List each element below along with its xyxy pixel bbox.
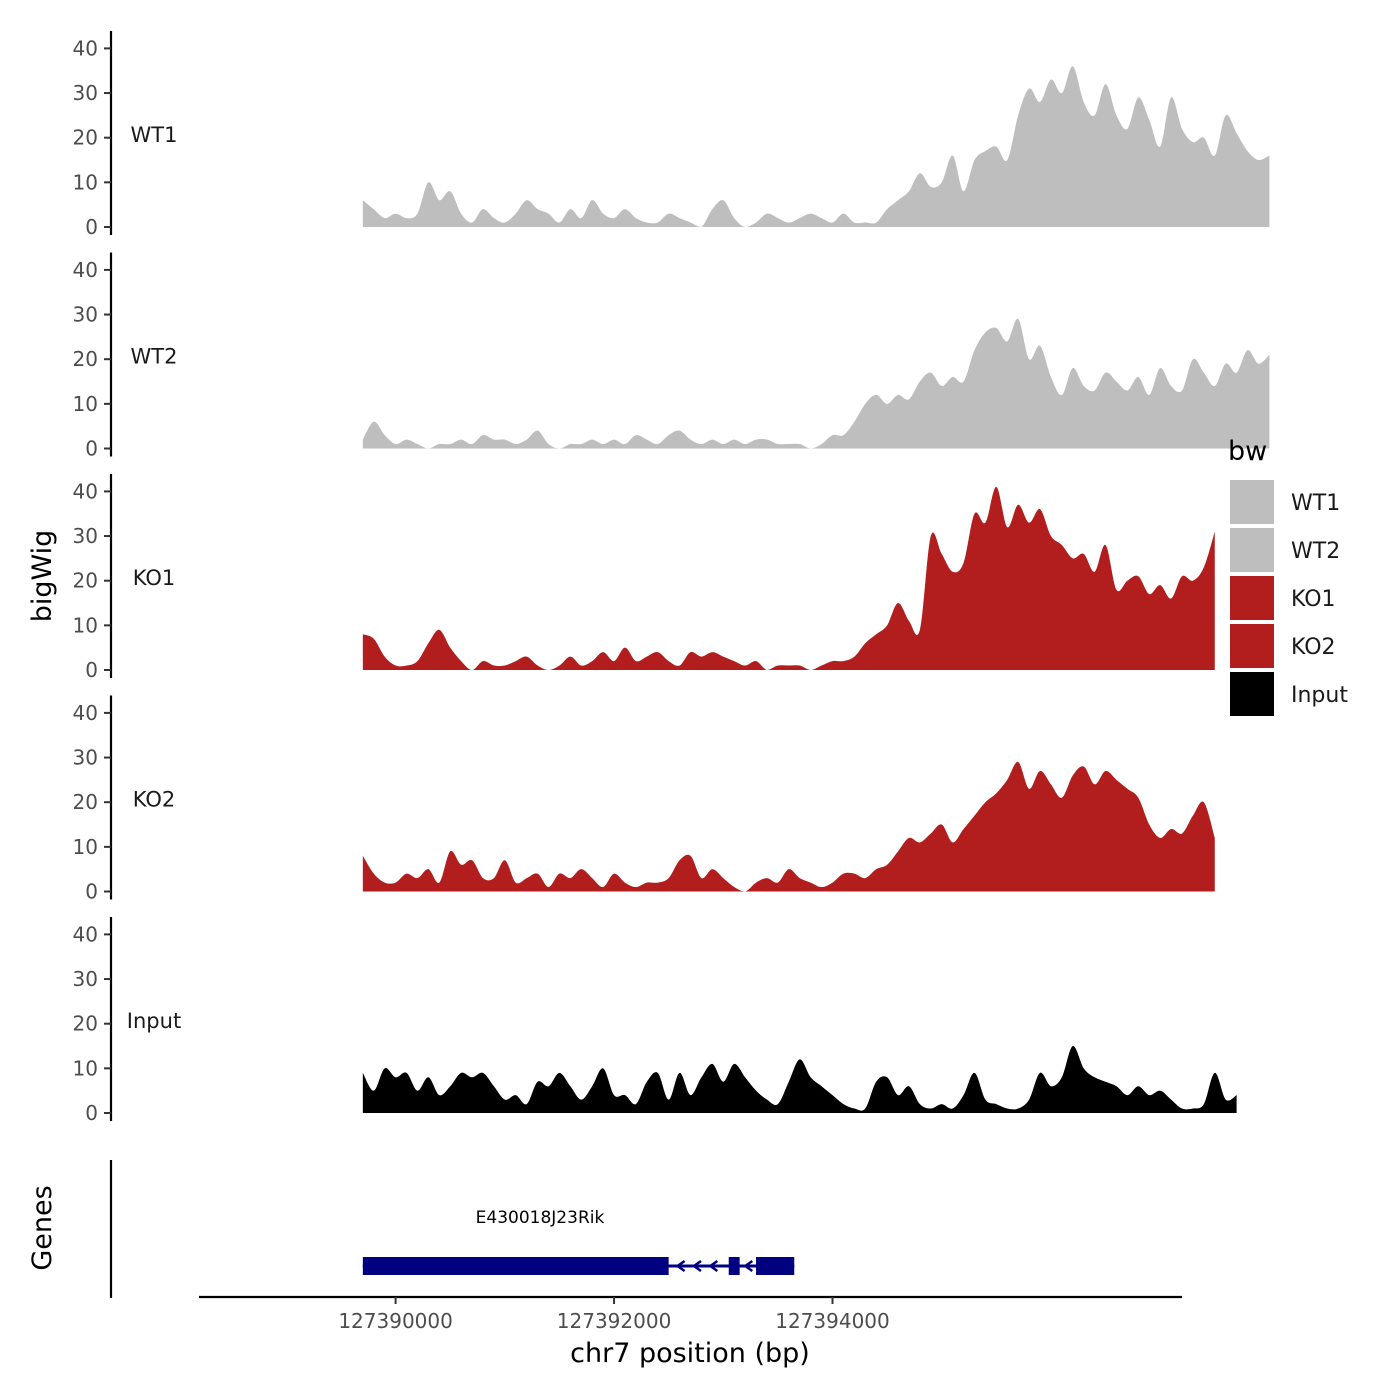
legend-title: bw [1228,436,1267,467]
x-axis-title: chr7 position (bp) [570,1338,810,1369]
track-label: WT2 [131,345,178,369]
y-tick-label: 0 [85,215,98,239]
track-ko2: 0 10 20 30 40 KO2 [73,695,1215,904]
y-tick-label: 10 [73,613,98,637]
y-tick-label: 20 [73,790,98,814]
legend-label: WT1 [1291,491,1340,516]
legend-key-wt2 [1230,528,1274,572]
track-input: 0 10 20 30 40 Input [73,917,1237,1125]
track-label: KO1 [133,566,176,590]
x-tick-label: 127394000 [775,1309,890,1333]
y-tick-label: 30 [73,524,98,548]
gene-name-label: E430018J23Rik [476,1208,605,1228]
legend-key-input [1230,672,1274,716]
gene-exon [728,1257,740,1275]
track-ko1: 0 10 20 30 40 KO1 [73,474,1215,682]
y-tick-label: 30 [73,303,98,327]
strand-arrow [691,1259,702,1273]
track-label: KO2 [133,788,176,812]
y-tick-label: 40 [73,479,98,503]
y-tick-label: 40 [73,922,98,946]
x-axis: 127390000 127392000 127394000 [338,1297,890,1333]
legend: bw WT1 WT2 KO1 KO2 Input [1228,436,1348,716]
y-tick-label: 30 [73,967,98,991]
y-tick-label: 30 [73,746,98,770]
track-wt1: 0 10 20 30 40 WT1 [73,31,1270,239]
legend-key-ko2 [1230,624,1274,668]
x-tick-label: 127390000 [338,1309,453,1333]
x-tick-label: 127392000 [557,1309,672,1333]
coverage-area-ko2 [362,761,1215,892]
genes-axis-title: Genes [27,1185,58,1270]
gene-track [362,1257,795,1275]
track-wt2: 0 10 20 30 40 WT2 [73,252,1270,461]
coverage-area-wt2 [362,318,1270,449]
strand-arrow [708,1259,719,1273]
legend-key-ko1 [1230,576,1274,620]
y-tick-label: 20 [73,126,98,150]
coverage-area-ko1 [362,486,1215,670]
y-tick-label: 10 [73,392,98,416]
y-tick-label: 40 [73,36,98,60]
strand-arrow [675,1259,686,1273]
legend-label: KO2 [1291,635,1336,660]
coverage-area-input [362,1045,1237,1113]
y-tick-label: 40 [73,701,98,725]
gene-exon [362,1257,669,1275]
y-tick-label: 40 [73,258,98,282]
y-tick-label: 0 [85,437,98,461]
y-tick-label: 0 [85,1101,98,1125]
y-tick-label: 20 [73,569,98,593]
y-tick-label: 20 [73,347,98,371]
legend-key-wt1 [1230,480,1274,524]
y-tick-label: 10 [73,170,98,194]
legend-label: KO1 [1291,587,1336,612]
legend-label: Input [1291,683,1348,708]
y-axis-title: bigWig [27,530,58,623]
y-tick-label: 0 [85,880,98,904]
y-tick-label: 30 [73,81,98,105]
track-label: Input [127,1009,181,1033]
y-tick-label: 10 [73,1056,98,1080]
y-tick-label: 10 [73,835,98,859]
track-label: WT1 [131,123,178,147]
y-tick-label: 20 [73,1012,98,1036]
legend-label: WT2 [1291,539,1340,564]
y-tick-label: 0 [85,658,98,682]
coverage-area-wt1 [362,66,1270,227]
strand-arrow [743,1259,754,1273]
coverage-tracks: 0 10 20 30 40 WT1 0 10 20 30 40 WT2 0 10 20 30 40 KO1 0 10 2… [73,31,1270,1125]
gene-exon [756,1257,795,1275]
